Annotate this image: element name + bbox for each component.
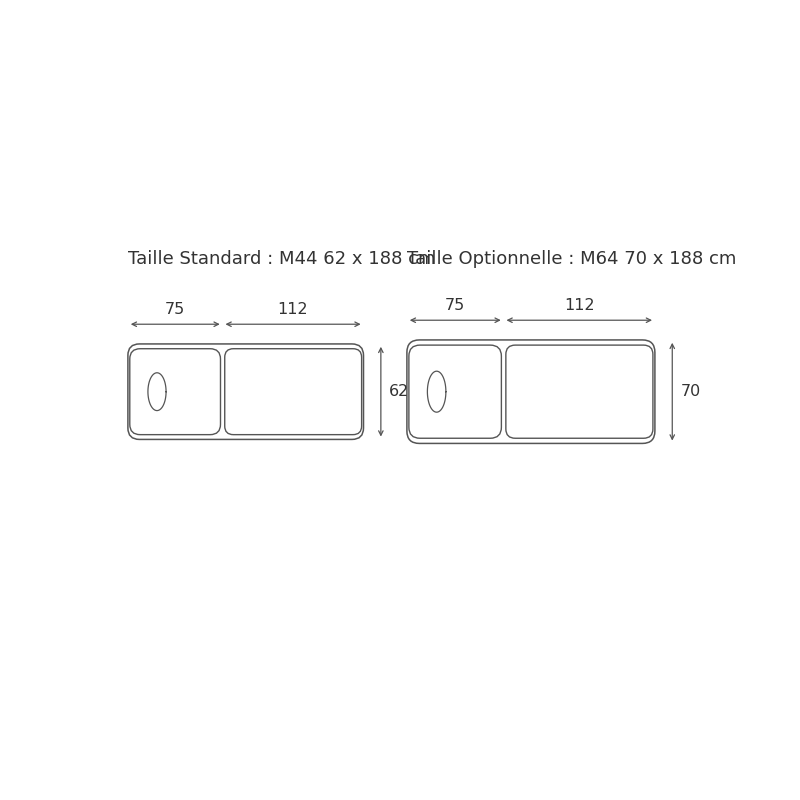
FancyBboxPatch shape <box>407 340 655 443</box>
Text: 70: 70 <box>680 384 701 399</box>
FancyBboxPatch shape <box>506 345 653 438</box>
Text: 112: 112 <box>278 302 308 317</box>
FancyBboxPatch shape <box>130 349 221 434</box>
FancyBboxPatch shape <box>128 344 363 439</box>
FancyBboxPatch shape <box>225 349 362 434</box>
Text: Taille Optionnelle : M64 70 x 188 cm: Taille Optionnelle : M64 70 x 188 cm <box>407 250 736 268</box>
Text: 112: 112 <box>564 298 594 313</box>
Text: 75: 75 <box>445 298 466 313</box>
Text: Taille Standard : M44 62 x 188 cm: Taille Standard : M44 62 x 188 cm <box>128 250 435 268</box>
FancyBboxPatch shape <box>409 345 502 438</box>
Text: 62: 62 <box>389 384 409 399</box>
Text: 75: 75 <box>165 302 186 317</box>
